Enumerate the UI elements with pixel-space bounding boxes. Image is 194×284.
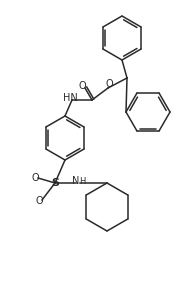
Text: O: O	[31, 173, 39, 183]
Text: O: O	[105, 79, 113, 89]
Text: H: H	[79, 176, 85, 185]
Text: O: O	[78, 81, 86, 91]
Text: S: S	[51, 178, 59, 188]
Text: HN: HN	[63, 93, 77, 103]
Text: O: O	[35, 196, 43, 206]
Text: N: N	[72, 176, 80, 186]
